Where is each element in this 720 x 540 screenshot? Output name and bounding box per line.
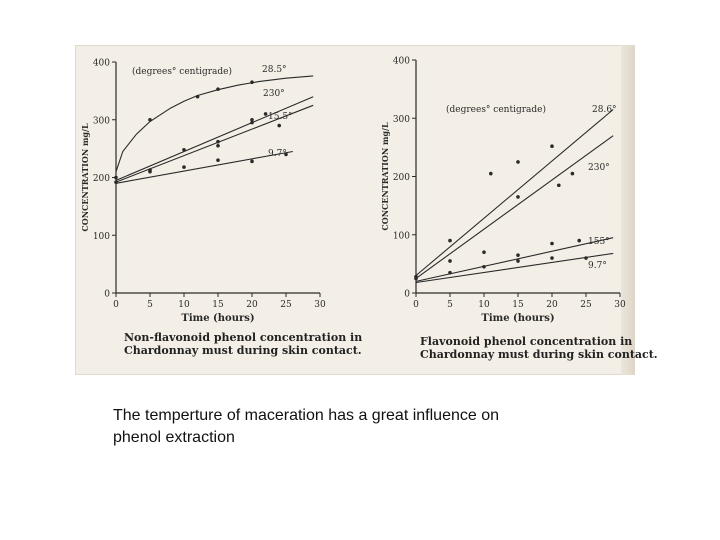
- right-chart-caption-line-1: Flavonoid phenol concentration in: [420, 335, 632, 348]
- right-chart-data-point: [577, 238, 581, 243]
- left-chart-x-tick-label: 0: [113, 300, 119, 310]
- right-chart-data-point: [516, 195, 520, 199]
- scanned-figure: [75, 45, 635, 375]
- left-chart-y-tick-label: 300: [93, 116, 110, 126]
- right-chart-legend-title: (degrees° centigrade): [446, 104, 546, 115]
- left-chart-data-point: [250, 120, 254, 125]
- left-chart-data-point: [277, 123, 282, 128]
- left-chart-data-point: [114, 175, 118, 180]
- left-chart-data-point: [250, 117, 254, 122]
- right-chart-y-tick-label: 300: [393, 115, 410, 125]
- right-chart-series-label-3: 155°: [588, 237, 610, 247]
- left-chart-caption-line-2: Chardonnay must during skin contact.: [124, 344, 362, 357]
- left-chart-x-tick-label: 30: [314, 300, 326, 310]
- right-chart-series-label-1: 28.6°: [592, 105, 617, 115]
- right-chart-x-tick-label: 0: [413, 300, 419, 310]
- left-chart-y-tick-label: 200: [93, 174, 110, 184]
- right-chart-data-point: [516, 253, 520, 257]
- right-chart-y-tick-label: 0: [404, 290, 410, 300]
- left-chart-y-tick-label: 0: [104, 290, 110, 300]
- left-chart-x-tick-label: 15: [212, 300, 224, 310]
- caption-line-2: phenol extraction: [113, 429, 235, 446]
- left-chart-x-tick-label: 20: [246, 300, 258, 310]
- right-chart-data-point: [482, 264, 486, 269]
- right-chart-data-point: [570, 171, 575, 176]
- right-chart-y-axis-label: CONCENTRATION mg/L: [380, 122, 390, 231]
- left-chart-x-tick-label: 10: [178, 300, 190, 310]
- right-chart-y-tick-label: 400: [393, 57, 410, 67]
- right-chart-x-tick-label: 5: [447, 300, 453, 310]
- right-chart-series-line-1: [415, 109, 614, 276]
- left-chart-data-point: [216, 143, 220, 148]
- left-chart-x-axis-label: Time (hours): [181, 313, 254, 324]
- right-chart-x-axis-label: Time (hours): [481, 313, 554, 324]
- right-chart-x-tick-label: 30: [614, 300, 626, 310]
- right-chart-series-line-2: [415, 135, 614, 279]
- left-chart-y-tick-label: 400: [93, 59, 110, 69]
- right-chart-data-point: [550, 256, 554, 260]
- right-chart-data-point: [557, 183, 561, 188]
- left-chart-series-label-1: 28.5°: [262, 65, 287, 75]
- right-chart-x-tick-label: 25: [580, 300, 592, 310]
- right-chart-data-point: [550, 241, 554, 246]
- right-chart-data-point: [448, 270, 452, 275]
- left-chart-series-line-4: [115, 150, 293, 184]
- right-chart-caption-line-2: Chardonnay must during skin contact.: [420, 348, 658, 361]
- left-chart-data-point: [148, 169, 152, 174]
- right-chart-series-label-4: 9.7°: [588, 261, 607, 271]
- right-chart-x-tick-label: 20: [546, 300, 558, 310]
- right-chart-data-point: [584, 256, 588, 260]
- right-chart-data-point: [448, 238, 452, 243]
- left-chart-legend-title: (degrees° centigrade): [132, 66, 232, 77]
- left-chart-caption-line-1: Non-flavonoid phenol concentration in: [124, 331, 362, 344]
- left-chart-data-point: [182, 165, 186, 169]
- left-chart-data-point: [250, 80, 254, 85]
- left-chart-x-tick-label: 25: [280, 300, 292, 310]
- right-chart-series-line-3: [415, 237, 614, 282]
- right-chart-data-point: [489, 171, 493, 176]
- right-chart-data-point: [482, 250, 486, 255]
- right-chart-series-line-4: [415, 252, 614, 284]
- right-chart-data-point: [516, 259, 520, 263]
- left-chart-data-point: [182, 147, 186, 152]
- left-chart-data-point: [284, 152, 288, 157]
- scan-shadow-edge: [621, 45, 635, 375]
- right-chart-x-tick-label: 15: [512, 300, 524, 310]
- right-chart-data-point: [448, 259, 452, 263]
- right-chart-data-point: [414, 276, 418, 281]
- right-chart-data-point: [550, 144, 554, 149]
- left-chart-x-tick-label: 5: [147, 300, 153, 310]
- left-chart-series-line-1: [115, 75, 314, 172]
- left-chart-y-tick-label: 100: [93, 232, 110, 242]
- left-chart-data-point: [263, 112, 268, 116]
- left-chart-data-point: [195, 94, 200, 99]
- right-chart-y-tick-label: 200: [393, 173, 410, 183]
- right-chart-series-label-2: 230°: [588, 163, 610, 173]
- left-chart-series-label-3: 15.5°: [268, 112, 293, 122]
- left-chart-data-point: [148, 117, 152, 122]
- caption-line-1: The temperture of maceration has a great…: [113, 407, 499, 424]
- left-chart-series-line-2: [115, 96, 314, 181]
- right-chart-y-tick-label: 100: [393, 231, 410, 241]
- left-chart-series-label-2: 230°: [263, 89, 285, 99]
- right-chart-x-tick-label: 10: [478, 300, 490, 310]
- left-chart-data-point: [250, 159, 254, 164]
- right-chart-data-point: [516, 160, 520, 164]
- left-chart-y-axis-label: CONCENTRATION mg/L: [80, 123, 90, 232]
- slide-caption: The temperture of maceration has a great…: [113, 405, 633, 449]
- left-chart-series-label-4: 9.7°: [268, 149, 287, 159]
- left-chart-data-point: [216, 87, 220, 91]
- left-chart-series-line-3: [115, 104, 314, 183]
- left-chart-data-point: [216, 158, 220, 162]
